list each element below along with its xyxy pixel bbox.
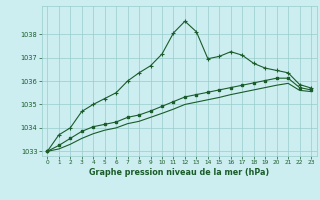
X-axis label: Graphe pression niveau de la mer (hPa): Graphe pression niveau de la mer (hPa) xyxy=(89,168,269,177)
